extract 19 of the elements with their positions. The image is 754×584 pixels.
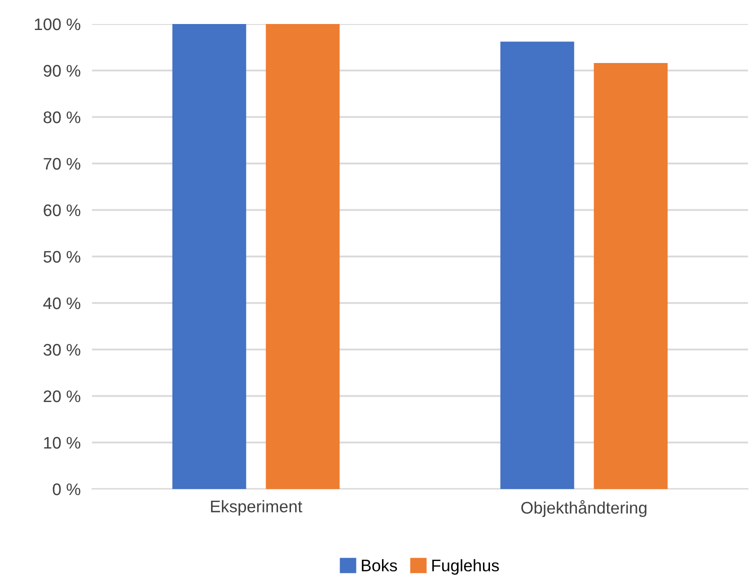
bar	[594, 63, 668, 489]
legend-label: Boks	[362, 559, 397, 572]
y-tick-label: 50 %	[44, 250, 80, 263]
y-tick-label: 10 %	[44, 436, 80, 449]
y-tick-label: 40 %	[43, 297, 80, 310]
bar	[500, 42, 574, 489]
y-tick-label: 100 %	[34, 18, 80, 30]
bar	[172, 24, 246, 489]
y-tick-label: 30 %	[44, 344, 80, 356]
y-tick-label: 0 %	[52, 483, 80, 496]
y-tick-label: 70 %	[44, 158, 80, 170]
y-tick-label: 60 %	[44, 204, 80, 216]
y-tick-label: 80 %	[44, 111, 80, 124]
y-tick-label: 20 %	[44, 390, 80, 402]
y-tick-label: 90 %	[44, 64, 80, 77]
legend-label: Fuglehus	[432, 559, 499, 575]
bar	[266, 24, 340, 489]
x-tick-label: Eksperiment	[211, 500, 302, 516]
x-tick-label: Objekthåndtering	[521, 500, 646, 518]
